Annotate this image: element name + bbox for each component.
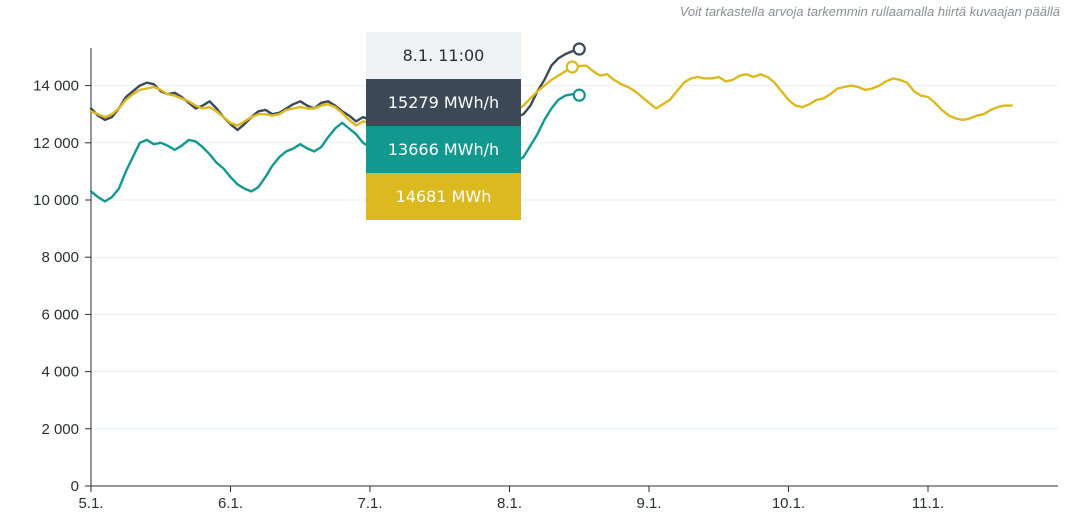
hint-text: Voit tarkastella arvoja tarkemmin rullaa… xyxy=(679,4,1060,19)
series-lines xyxy=(89,47,1013,203)
hover-marker-3 xyxy=(565,60,579,74)
x-tick-label: 11.1. xyxy=(912,495,944,512)
axes: 0 2 000 4 000 6 000 8 000 10 000 12 000 14 000 5… xyxy=(33,48,1058,512)
hover-tooltip: 8.1. 11:00 15279 MWh/h 13666 MWh/h 14681… xyxy=(366,32,521,220)
tooltip-series-c-value: 14681 MWh xyxy=(366,173,521,220)
y-tick-label: 14 000 xyxy=(33,78,79,95)
y-tick-label: 10 000 xyxy=(33,192,79,209)
hover-marker-1 xyxy=(572,42,586,56)
grid-lines xyxy=(91,85,1058,430)
y-tick-label: 6 000 xyxy=(41,306,79,323)
hover-markers xyxy=(565,42,586,102)
x-tick-label: 10.1. xyxy=(772,495,805,512)
y-tick-label: 4 000 xyxy=(41,364,79,381)
x-tick-label: 9.1. xyxy=(636,495,661,512)
y-tick-label: 2 000 xyxy=(41,421,79,438)
x-tick-label: 7.1. xyxy=(357,495,382,512)
x-tick-label: 8.1. xyxy=(497,495,522,512)
tooltip-series-b-value: 13666 MWh/h xyxy=(366,126,521,173)
y-tick-label: 12 000 xyxy=(33,135,79,152)
x-tick-label: 5.1. xyxy=(78,495,103,512)
tooltip-time: 8.1. 11:00 xyxy=(366,32,521,79)
hover-marker-2 xyxy=(572,88,586,102)
tooltip-series-a-value: 15279 MWh/h xyxy=(366,79,521,126)
x-tick-label: 6.1. xyxy=(218,495,243,512)
y-tick-label: 0 xyxy=(71,478,79,495)
y-tick-label: 8 000 xyxy=(41,249,79,266)
series-line-3 xyxy=(89,64,1013,127)
